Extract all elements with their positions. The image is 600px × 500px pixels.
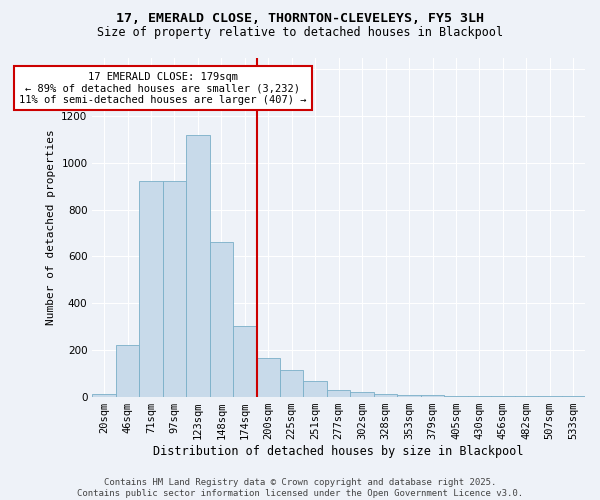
Bar <box>327 390 350 396</box>
Bar <box>186 134 209 396</box>
Text: Size of property relative to detached houses in Blackpool: Size of property relative to detached ho… <box>97 26 503 39</box>
Bar <box>163 182 186 396</box>
Text: 17, EMERALD CLOSE, THORNTON-CLEVELEYS, FY5 3LH: 17, EMERALD CLOSE, THORNTON-CLEVELEYS, F… <box>116 12 484 26</box>
Bar <box>280 370 304 396</box>
Bar <box>304 382 327 396</box>
Bar <box>139 182 163 396</box>
Bar <box>257 358 280 397</box>
Text: Contains HM Land Registry data © Crown copyright and database right 2025.
Contai: Contains HM Land Registry data © Crown c… <box>77 478 523 498</box>
Bar <box>397 394 421 396</box>
Y-axis label: Number of detached properties: Number of detached properties <box>46 129 56 325</box>
Bar <box>233 326 257 396</box>
Bar <box>116 345 139 397</box>
Text: 17 EMERALD CLOSE: 179sqm
← 89% of detached houses are smaller (3,232)
11% of sem: 17 EMERALD CLOSE: 179sqm ← 89% of detach… <box>19 72 307 104</box>
X-axis label: Distribution of detached houses by size in Blackpool: Distribution of detached houses by size … <box>154 444 524 458</box>
Bar <box>209 242 233 396</box>
Bar <box>92 394 116 396</box>
Bar <box>350 392 374 396</box>
Bar <box>374 394 397 396</box>
